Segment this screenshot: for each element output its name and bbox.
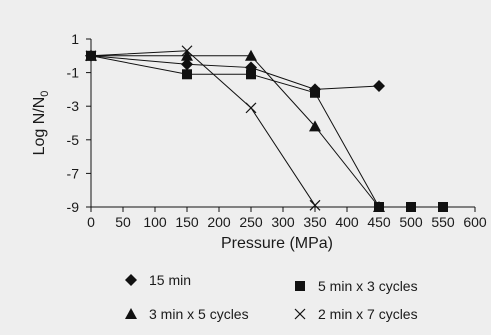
y-tick-label: -9 [67, 199, 80, 215]
x-tick-label: 600 [463, 214, 487, 230]
legend-item: 3 min x 5 cycles [125, 306, 249, 322]
x-tick-label: 550 [431, 214, 455, 230]
data-point-x [309, 199, 321, 211]
x-tick-label: 0 [87, 214, 95, 230]
legend-label: 3 min x 5 cycles [149, 306, 249, 322]
series-markers [85, 45, 448, 212]
x-tick-label: 400 [335, 214, 359, 230]
y-tick-label: -1 [67, 65, 80, 81]
data-point-square [406, 202, 416, 212]
data-point-triangle [309, 120, 321, 132]
series-line-diamond [90, 55, 380, 90]
x-tick-label: 300 [271, 214, 295, 230]
x-tick-label: 100 [143, 214, 167, 230]
legend: 15 min 5 min x 3 cycles 3 min x 5 cycles 2 … [125, 272, 418, 322]
ticks: 0 50 100 150 200 250 300 350 400 450 500 550 600 1 -1 -… [67, 31, 487, 230]
series-lines [90, 50, 443, 208]
data-point-square [182, 69, 192, 80]
data-point-triangle [181, 49, 193, 61]
legend-item: 5 min x 3 cycles [295, 278, 418, 294]
y-axis-title-subscript: 0 [39, 91, 51, 97]
data-point-diamond [181, 58, 193, 71]
data-point-triangle [245, 49, 257, 61]
legend-item: 2 min x 7 cycles [294, 306, 418, 322]
y-tick-label: -3 [67, 98, 80, 114]
x-tick-label: 50 [115, 214, 131, 230]
legend-label: 5 min x 3 cycles [318, 278, 418, 294]
series-line-x [90, 50, 316, 206]
data-point-diamond [373, 80, 385, 93]
axes [90, 39, 475, 208]
y-axis-title-main: Log N/N [31, 97, 48, 156]
legend-marker-x [294, 308, 306, 320]
legend-item: 15 min [125, 272, 191, 288]
data-point-square [438, 202, 448, 212]
x-tick-label: 350 [303, 214, 327, 230]
data-point-x [245, 102, 257, 114]
x-tick-label: 500 [399, 214, 423, 230]
series-line-triangle [91, 55, 380, 208]
x-tick-label: 450 [367, 214, 391, 230]
legend-marker-square [295, 281, 305, 291]
x-tick-label: 250 [239, 214, 263, 230]
y-tick-label: -5 [67, 132, 80, 148]
legend-label: 15 min [149, 272, 191, 288]
legend-marker-diamond [125, 274, 137, 286]
x-tick-label: 200 [207, 214, 231, 230]
x-tick-label: 150 [175, 214, 199, 230]
data-point-square [310, 87, 320, 98]
data-point-square [246, 69, 256, 80]
legend-label: 2 min x 7 cycles [318, 306, 418, 322]
data-point-x [181, 45, 193, 57]
y-tick-label: -7 [67, 165, 80, 181]
y-tick-label: 1 [71, 31, 79, 47]
y-axis-title: Log N/N0 [31, 91, 51, 156]
x-axis-title: Pressure (MPa) [221, 235, 333, 252]
data-point-triangle [373, 201, 385, 212]
legend-marker-triangle [125, 308, 137, 319]
data-point-x [85, 50, 97, 62]
